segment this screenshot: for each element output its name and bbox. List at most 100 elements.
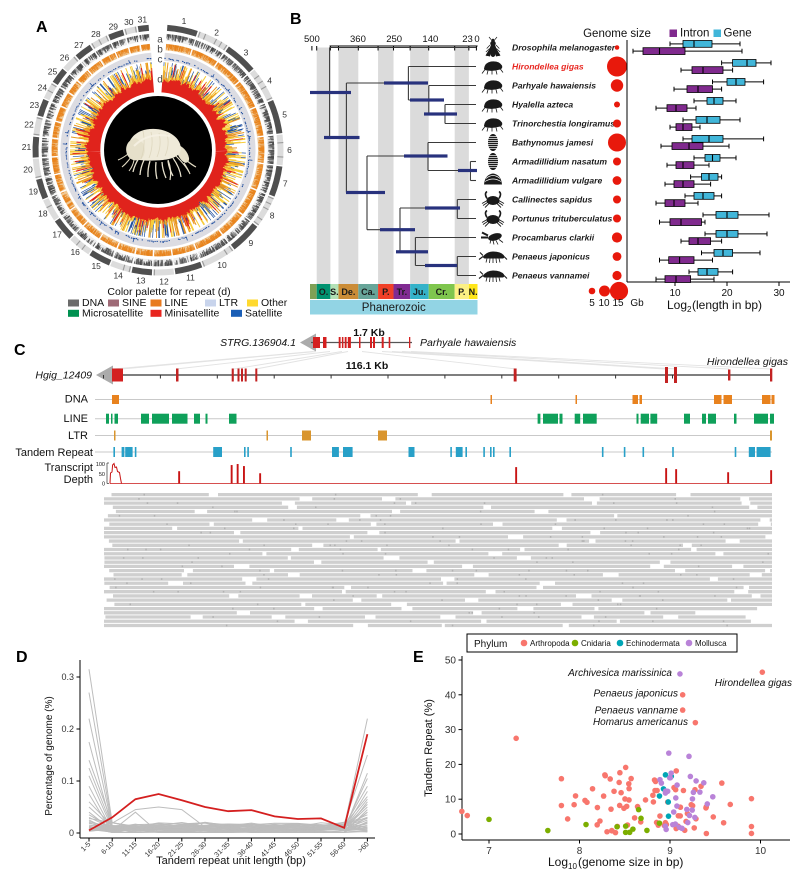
- svg-text:0.1: 0.1: [61, 776, 74, 786]
- svg-text:116.1 Kb: 116.1 Kb: [346, 360, 389, 372]
- svg-text:100: 100: [96, 462, 105, 468]
- svg-text:9: 9: [249, 238, 254, 248]
- svg-text:Phylum: Phylum: [474, 639, 507, 650]
- svg-text:Gene: Gene: [724, 28, 752, 40]
- svg-text:23: 23: [462, 34, 473, 45]
- svg-text:27: 27: [74, 40, 84, 50]
- svg-text:Hirondellea gigas: Hirondellea gigas: [707, 356, 789, 368]
- svg-text:23: 23: [30, 100, 40, 110]
- svg-text:Transcript: Transcript: [45, 462, 94, 474]
- svg-text:5: 5: [282, 110, 287, 120]
- svg-text:Color palette for repeat (d): Color palette for repeat (d): [107, 286, 230, 298]
- svg-text:30: 30: [124, 17, 134, 27]
- svg-text:10: 10: [755, 846, 767, 857]
- svg-text:31: 31: [138, 14, 148, 24]
- svg-text:STRG.136904.1: STRG.136904.1: [220, 337, 296, 349]
- svg-text:6: 6: [287, 145, 292, 155]
- svg-text:Microsatellite: Microsatellite: [82, 307, 143, 319]
- svg-text:LTR: LTR: [219, 297, 238, 309]
- svg-text:Penaeus japonicus: Penaeus japonicus: [593, 689, 678, 700]
- svg-text:Minisatellite: Minisatellite: [165, 307, 220, 319]
- svg-text:6-10: 6-10: [99, 840, 116, 857]
- svg-text:13: 13: [136, 275, 146, 285]
- svg-text:De.: De.: [341, 287, 355, 297]
- svg-text:24: 24: [38, 82, 48, 92]
- svg-text:0: 0: [450, 830, 456, 841]
- svg-text:Cnidaria: Cnidaria: [581, 639, 611, 648]
- svg-text:15: 15: [91, 261, 101, 271]
- svg-text:Hgig_12409: Hgig_12409: [35, 370, 92, 382]
- svg-text:Hirondellea gigas: Hirondellea gigas: [512, 62, 584, 72]
- svg-text:C: C: [14, 342, 26, 359]
- svg-text:Trinorchestia longiramus: Trinorchestia longiramus: [512, 119, 615, 129]
- svg-text:Cr.: Cr.: [436, 287, 448, 297]
- svg-text:29: 29: [109, 21, 119, 31]
- svg-text:2: 2: [687, 305, 692, 314]
- svg-text:26: 26: [60, 53, 70, 63]
- svg-text:Ju.: Ju.: [413, 287, 426, 297]
- svg-text:1: 1: [182, 16, 187, 26]
- svg-text:11: 11: [186, 272, 195, 282]
- svg-text:10: 10: [217, 260, 227, 270]
- svg-text:E: E: [413, 649, 424, 666]
- svg-text:16: 16: [70, 247, 80, 257]
- svg-text:1-5: 1-5: [79, 840, 93, 854]
- svg-text:7: 7: [283, 178, 288, 188]
- svg-text:Mollusca: Mollusca: [695, 639, 727, 648]
- svg-text:Tr.: Tr.: [397, 287, 408, 297]
- svg-text:Arthropoda: Arthropoda: [530, 639, 570, 648]
- svg-text:B: B: [290, 11, 302, 28]
- svg-text:Parhyale hawaiensis: Parhyale hawaiensis: [420, 337, 517, 349]
- svg-text:40: 40: [445, 690, 457, 701]
- svg-text:P.: P.: [382, 287, 389, 297]
- svg-text:>60: >60: [356, 840, 371, 855]
- svg-text:Gb: Gb: [630, 298, 644, 309]
- svg-text:20: 20: [721, 288, 733, 299]
- svg-text:30: 30: [773, 288, 785, 299]
- svg-text:Tandem repeat unit length (bp): Tandem repeat unit length (bp): [156, 855, 306, 867]
- svg-text:LTR: LTR: [68, 430, 88, 442]
- svg-text:0: 0: [474, 34, 479, 45]
- svg-text:Armadillidium nasatum: Armadillidium nasatum: [511, 157, 607, 167]
- svg-text:(length in bp): (length in bp): [692, 298, 762, 312]
- svg-text:Other: Other: [261, 297, 288, 309]
- svg-text:28: 28: [91, 29, 101, 39]
- svg-text:O.: O.: [319, 287, 329, 297]
- svg-text:21: 21: [22, 142, 32, 152]
- svg-text:Armadillidium vulgare: Armadillidium vulgare: [511, 176, 602, 186]
- svg-text:25: 25: [48, 66, 58, 76]
- svg-text:Drosophila melanogaster: Drosophila melanogaster: [512, 43, 616, 53]
- svg-text:10: 10: [598, 298, 610, 309]
- svg-text:N.: N.: [469, 287, 478, 297]
- svg-text:4: 4: [267, 75, 272, 85]
- svg-text:360: 360: [350, 34, 366, 45]
- svg-text:0.2: 0.2: [61, 724, 74, 734]
- svg-text:14: 14: [113, 270, 123, 280]
- svg-text:22: 22: [24, 120, 34, 130]
- svg-text:LINE: LINE: [64, 413, 88, 425]
- svg-text:Log: Log: [548, 855, 568, 869]
- svg-text:50: 50: [445, 656, 457, 667]
- svg-text:Intron: Intron: [680, 28, 709, 40]
- svg-text:Penaeus japonicus: Penaeus japonicus: [512, 252, 590, 262]
- svg-text:S.: S.: [330, 287, 339, 297]
- svg-text:d: d: [157, 75, 163, 86]
- svg-text:15: 15: [612, 298, 624, 309]
- svg-text:Parhyale hawaiensis: Parhyale hawaiensis: [512, 81, 596, 91]
- svg-text:30: 30: [445, 725, 457, 736]
- svg-text:Bathynomus jamesi: Bathynomus jamesi: [512, 138, 594, 148]
- svg-text:Ca.: Ca.: [361, 287, 375, 297]
- svg-text:Portunus trituberculatus: Portunus trituberculatus: [512, 214, 612, 224]
- svg-text:20: 20: [445, 760, 457, 771]
- svg-text:P.: P.: [458, 287, 465, 297]
- svg-text:8: 8: [577, 846, 583, 857]
- svg-text:Homarus americanus: Homarus americanus: [593, 717, 688, 728]
- svg-text:20: 20: [23, 165, 33, 175]
- svg-text:DNA: DNA: [82, 297, 104, 309]
- svg-text:5: 5: [589, 298, 595, 309]
- svg-text:Hirondellea gigas: Hirondellea gigas: [715, 678, 792, 689]
- svg-text:11-15: 11-15: [120, 840, 139, 859]
- svg-text:Genome size: Genome size: [583, 28, 651, 40]
- svg-text:56-60: 56-60: [328, 840, 347, 859]
- svg-text:A: A: [36, 19, 48, 36]
